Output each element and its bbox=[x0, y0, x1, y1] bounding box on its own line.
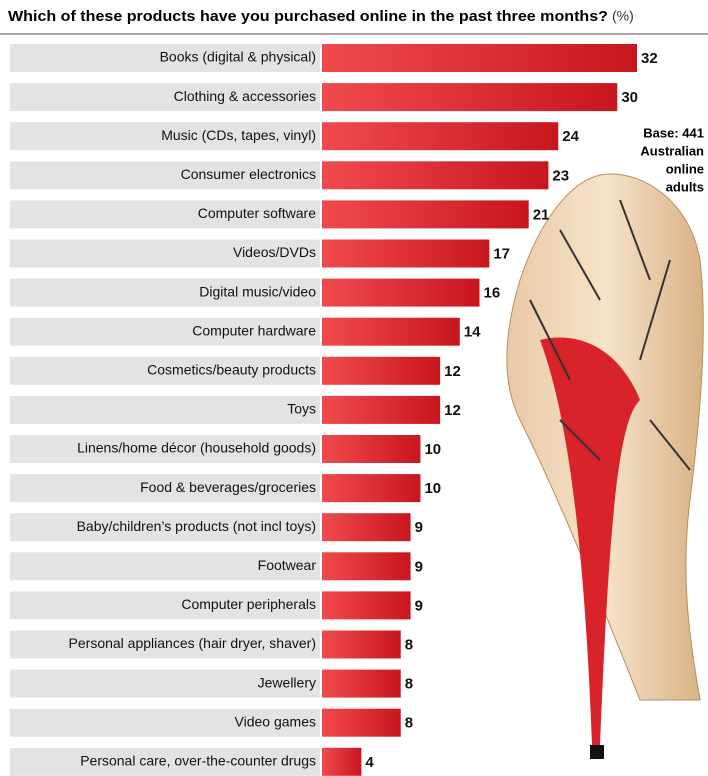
chart: Which of these products have you purchas… bbox=[0, 0, 708, 776]
value-label: 16 bbox=[484, 285, 501, 302]
category-label: Video games bbox=[235, 713, 316, 729]
category-label: Music (CDs, tapes, vinyl) bbox=[161, 127, 316, 143]
bar bbox=[322, 591, 411, 619]
chart-title: Which of these products have you purchas… bbox=[8, 9, 608, 25]
label-box bbox=[10, 396, 320, 424]
value-label: 8 bbox=[405, 715, 413, 732]
bar bbox=[322, 122, 558, 150]
value-label: 10 bbox=[424, 480, 441, 497]
bar bbox=[322, 83, 617, 111]
bar bbox=[322, 200, 529, 228]
bar bbox=[322, 670, 401, 698]
category-label: Consumer electronics bbox=[181, 166, 316, 182]
bar bbox=[322, 161, 548, 189]
bar bbox=[322, 748, 361, 776]
bar bbox=[322, 396, 440, 424]
category-label: Linens/home décor (household goods) bbox=[77, 440, 316, 456]
category-label: Books (digital & physical) bbox=[160, 49, 316, 65]
category-label: Computer software bbox=[198, 205, 316, 221]
value-label: 24 bbox=[562, 128, 579, 145]
value-label: 30 bbox=[621, 89, 638, 106]
value-label: 12 bbox=[444, 363, 461, 380]
category-label: Footwear bbox=[258, 557, 317, 573]
annotation: adults bbox=[666, 179, 704, 194]
category-label: Cosmetics/beauty products bbox=[147, 362, 316, 378]
value-label: 14 bbox=[464, 324, 481, 341]
category-label: Computer hardware bbox=[192, 322, 316, 338]
value-label: 9 bbox=[415, 519, 423, 536]
category-label: Computer peripherals bbox=[181, 596, 316, 612]
bar bbox=[322, 474, 420, 502]
value-label: 9 bbox=[415, 597, 423, 614]
category-label: Toys bbox=[287, 401, 316, 417]
unit-label: (%) bbox=[612, 8, 634, 24]
bar bbox=[322, 435, 420, 463]
value-label: 8 bbox=[405, 636, 413, 653]
category-label: Clothing & accessories bbox=[174, 88, 316, 104]
value-label: 9 bbox=[415, 558, 423, 575]
bar bbox=[322, 357, 440, 385]
shoe-illustration bbox=[507, 174, 703, 759]
bar bbox=[322, 552, 411, 580]
bar bbox=[322, 709, 401, 737]
value-label: 8 bbox=[405, 676, 413, 693]
value-label: 4 bbox=[365, 754, 374, 771]
category-label: Personal care, over-the-counter drugs bbox=[80, 753, 316, 769]
category-label: Personal appliances (hair dryer, shaver) bbox=[69, 635, 316, 651]
bar bbox=[322, 513, 411, 541]
value-label: 21 bbox=[533, 206, 550, 223]
bar bbox=[322, 279, 480, 307]
value-label: 10 bbox=[424, 441, 441, 458]
category-label: Digital music/video bbox=[199, 283, 316, 299]
annotation: Base: 441 bbox=[643, 125, 704, 140]
category-label: Videos/DVDs bbox=[233, 244, 316, 260]
bar bbox=[322, 44, 637, 72]
value-label: 17 bbox=[493, 245, 510, 262]
annotation: online bbox=[666, 161, 704, 176]
category-label: Food & beverages/groceries bbox=[140, 479, 316, 495]
bar bbox=[322, 240, 489, 268]
bar bbox=[322, 631, 401, 659]
value-label: 23 bbox=[552, 167, 569, 184]
bar bbox=[322, 318, 460, 346]
value-label: 32 bbox=[641, 50, 658, 67]
value-label: 12 bbox=[444, 402, 461, 419]
category-label: Jewellery bbox=[258, 674, 316, 690]
category-label: Baby/children’s products (not incl toys) bbox=[77, 518, 316, 534]
annotation: Australian bbox=[640, 143, 704, 158]
